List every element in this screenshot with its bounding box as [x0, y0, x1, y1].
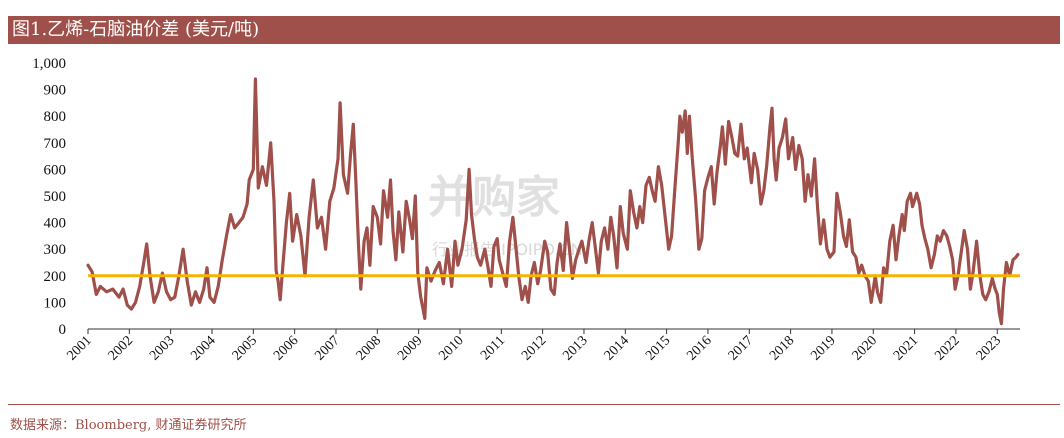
x-tick-label: 2010	[436, 333, 466, 363]
x-tick-label: 2013	[560, 333, 590, 363]
x-tick-label: 2012	[519, 333, 549, 363]
chart-title: 图1.乙烯-石脑油价差 (美元/吨)	[12, 19, 260, 40]
source-note: 数据来源：Bloomberg, 财通证券研究所	[10, 418, 247, 433]
chart-title-bar: 图1.乙烯-石脑油价差 (美元/吨)	[8, 16, 1060, 44]
x-tick-label: 2006	[271, 333, 301, 363]
x-tick-label: 2015	[643, 333, 673, 363]
x-tick-label: 2001	[64, 333, 94, 363]
x-tick-label: 2003	[147, 333, 177, 363]
y-tick-label: 600	[44, 162, 67, 178]
y-tick-label: 0	[59, 322, 67, 338]
y-tick-label: 700	[44, 136, 67, 152]
y-tick-label: 100	[44, 295, 67, 311]
x-tick-label: 2005	[230, 333, 260, 363]
watermark-main: 并购家	[428, 172, 560, 223]
y-tick-label: 500	[44, 189, 67, 205]
x-tick-label: 2007	[312, 333, 342, 363]
y-tick-label: 800	[44, 109, 67, 125]
watermark: 并购家 行业报告 IPOIPO.CN	[428, 172, 583, 259]
y-axis-ticks: 0 100 200 300 400 500 600 700 800 900 1,000	[32, 56, 66, 338]
x-tick-label: 2002	[106, 333, 136, 363]
y-tick-label: 300	[44, 242, 67, 258]
y-tick-label: 400	[44, 216, 67, 232]
x-tick-label: 2023	[974, 333, 1004, 363]
x-tick-label: 2014	[602, 333, 632, 363]
x-tick-label: 2009	[395, 333, 425, 363]
x-axis-ticks: 2001 2002 2003 2004 2005 2006 2007 2008 2009 2010…	[64, 329, 1004, 364]
x-tick-label: 2011	[478, 333, 508, 363]
x-tick-label: 2022	[932, 333, 962, 363]
x-tick-label: 2018	[767, 333, 797, 363]
x-tick-label: 2021	[891, 333, 921, 363]
x-tick-label: 2019	[808, 333, 838, 363]
chart: 并购家 行业报告 IPOIPO.CN 0 100 200 300 400 500 600 70…	[32, 56, 1020, 364]
x-tick-label: 2017	[726, 333, 756, 363]
y-tick-label: 200	[44, 269, 67, 285]
x-tick-label: 2004	[188, 333, 218, 363]
footer-divider	[8, 404, 1060, 405]
x-tick-label: 2016	[684, 333, 714, 363]
y-tick-label: 1,000	[32, 56, 66, 72]
x-tick-label: 2008	[354, 333, 384, 363]
x-tick-label: 2020	[850, 333, 880, 363]
y-tick-label: 900	[44, 83, 67, 99]
